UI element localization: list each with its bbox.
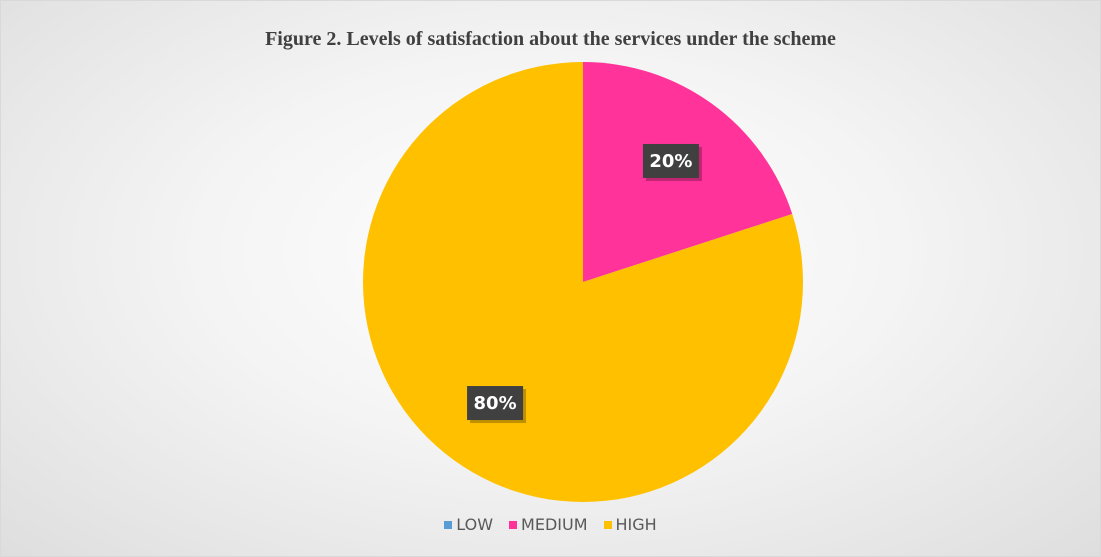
legend-item-low: LOW — [444, 515, 493, 534]
svg-text:80%: 80% — [474, 393, 517, 414]
legend-swatch — [603, 520, 612, 529]
legend-item-medium: MEDIUM — [509, 515, 588, 534]
data-label-medium: 20% — [642, 143, 702, 181]
chart-title: Figure 2. Levels of satisfaction about t… — [265, 28, 836, 50]
legend-label: MEDIUM — [521, 515, 588, 534]
legend: LOW MEDIUM HIGH — [1, 515, 1100, 534]
legend-label: HIGH — [615, 515, 657, 534]
legend-swatch — [444, 520, 453, 529]
data-label-high: 80% — [467, 386, 527, 424]
legend-item-high: HIGH — [603, 515, 657, 534]
legend-label: LOW — [456, 515, 494, 534]
svg-text:20%: 20% — [649, 151, 692, 172]
legend-swatch — [509, 520, 518, 529]
